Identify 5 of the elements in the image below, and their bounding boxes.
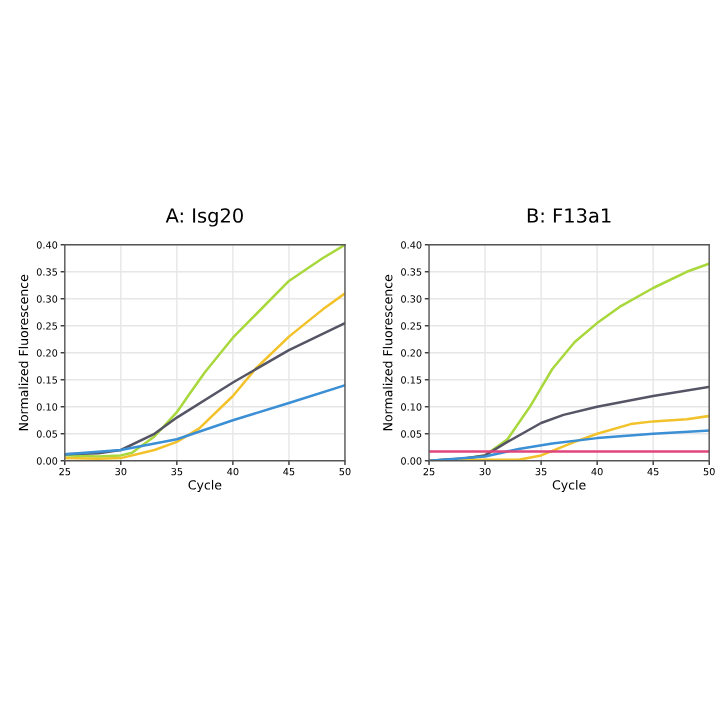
line-series <box>64 321 345 456</box>
line-series <box>64 383 345 456</box>
line-series <box>64 244 345 458</box>
chart-title: A: Isg20 <box>165 208 243 227</box>
chart-title: B: F13a1 <box>527 208 611 223</box>
